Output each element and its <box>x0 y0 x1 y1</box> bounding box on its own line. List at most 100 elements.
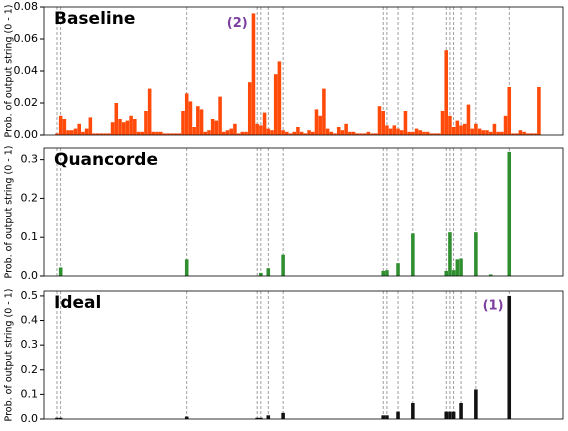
bar <box>500 131 504 135</box>
bar <box>455 120 460 135</box>
bar <box>266 268 271 276</box>
bar <box>251 13 256 135</box>
bar <box>73 128 78 135</box>
bar <box>107 133 111 135</box>
bar <box>158 131 163 135</box>
bar <box>377 106 382 135</box>
panel-title: Baseline <box>54 9 135 29</box>
bar <box>385 270 389 276</box>
bar <box>411 403 415 419</box>
bar <box>99 133 104 135</box>
bar <box>414 128 419 135</box>
bar <box>514 133 519 135</box>
bar <box>399 130 404 135</box>
bar <box>429 133 434 135</box>
annotation: (2) <box>227 16 248 31</box>
y-tick-label: 0.0 <box>21 269 39 282</box>
bar <box>247 82 252 135</box>
bar <box>207 130 211 135</box>
bar <box>184 416 189 419</box>
bar <box>144 111 148 135</box>
bar <box>496 131 500 135</box>
bar <box>314 109 319 135</box>
bar <box>444 50 449 136</box>
bar <box>533 133 537 135</box>
bar <box>451 411 456 419</box>
bar <box>218 96 222 135</box>
bar <box>411 131 415 135</box>
bar <box>296 127 300 135</box>
plot-frame <box>43 147 564 277</box>
bar <box>266 415 271 419</box>
bar <box>448 115 452 135</box>
bar <box>110 122 115 135</box>
bar <box>444 270 449 276</box>
bar <box>322 88 326 135</box>
y-tick-label: 0.04 <box>14 64 39 77</box>
bar <box>492 123 497 135</box>
bar <box>411 233 415 276</box>
annotation: (1) <box>483 298 504 313</box>
bar <box>259 125 263 135</box>
bar <box>474 389 478 419</box>
y-tick-label: 0.2 <box>21 363 39 376</box>
bar <box>366 131 371 135</box>
bar <box>488 131 493 135</box>
bar <box>281 412 285 419</box>
panel-title: Ideal <box>54 293 101 313</box>
bar <box>340 130 345 135</box>
bar <box>84 128 89 135</box>
bar <box>318 115 322 135</box>
y-tick-label: 0.4 <box>21 314 39 327</box>
bar <box>58 115 63 135</box>
bar <box>270 130 274 135</box>
bar <box>277 61 282 135</box>
bar <box>448 411 452 419</box>
y-tick-label: 0.02 <box>14 96 39 109</box>
bar <box>121 122 126 135</box>
bar <box>385 125 389 135</box>
y-axis-label: Prob. of output string (0 - 1) <box>4 289 15 422</box>
bar <box>425 131 430 135</box>
bar <box>136 131 141 135</box>
bar <box>58 417 63 419</box>
bar <box>440 111 445 135</box>
y-axis-label: Prob. of output string (0 - 1) <box>4 146 15 279</box>
bar <box>181 111 185 135</box>
y-tick-label: 0.0 <box>21 412 39 425</box>
bar <box>81 131 85 135</box>
bar <box>70 130 74 135</box>
bar <box>299 131 304 135</box>
bar <box>55 133 59 135</box>
bar <box>407 131 411 135</box>
bar <box>203 131 208 135</box>
bar <box>396 411 400 419</box>
bar <box>396 128 400 135</box>
bar <box>151 131 156 135</box>
bar <box>355 133 360 135</box>
bar <box>66 130 70 135</box>
bar <box>310 131 315 135</box>
bar <box>537 87 541 135</box>
bar <box>511 133 515 135</box>
bar <box>95 133 100 135</box>
bar <box>503 115 508 135</box>
bar <box>266 128 271 135</box>
y-tick-label: 0.06 <box>14 32 39 45</box>
bar <box>444 411 449 419</box>
bar <box>448 232 452 276</box>
bar <box>103 133 107 135</box>
bar <box>92 133 96 135</box>
y-tick-label: 0.00 <box>14 128 39 141</box>
bar <box>418 130 423 135</box>
bar <box>199 109 204 135</box>
bar <box>477 128 482 135</box>
bar <box>147 88 152 135</box>
bar <box>285 131 289 135</box>
bar <box>236 133 241 135</box>
bar <box>192 127 196 135</box>
bar <box>459 403 463 419</box>
bar <box>140 131 145 135</box>
bar <box>118 119 122 135</box>
